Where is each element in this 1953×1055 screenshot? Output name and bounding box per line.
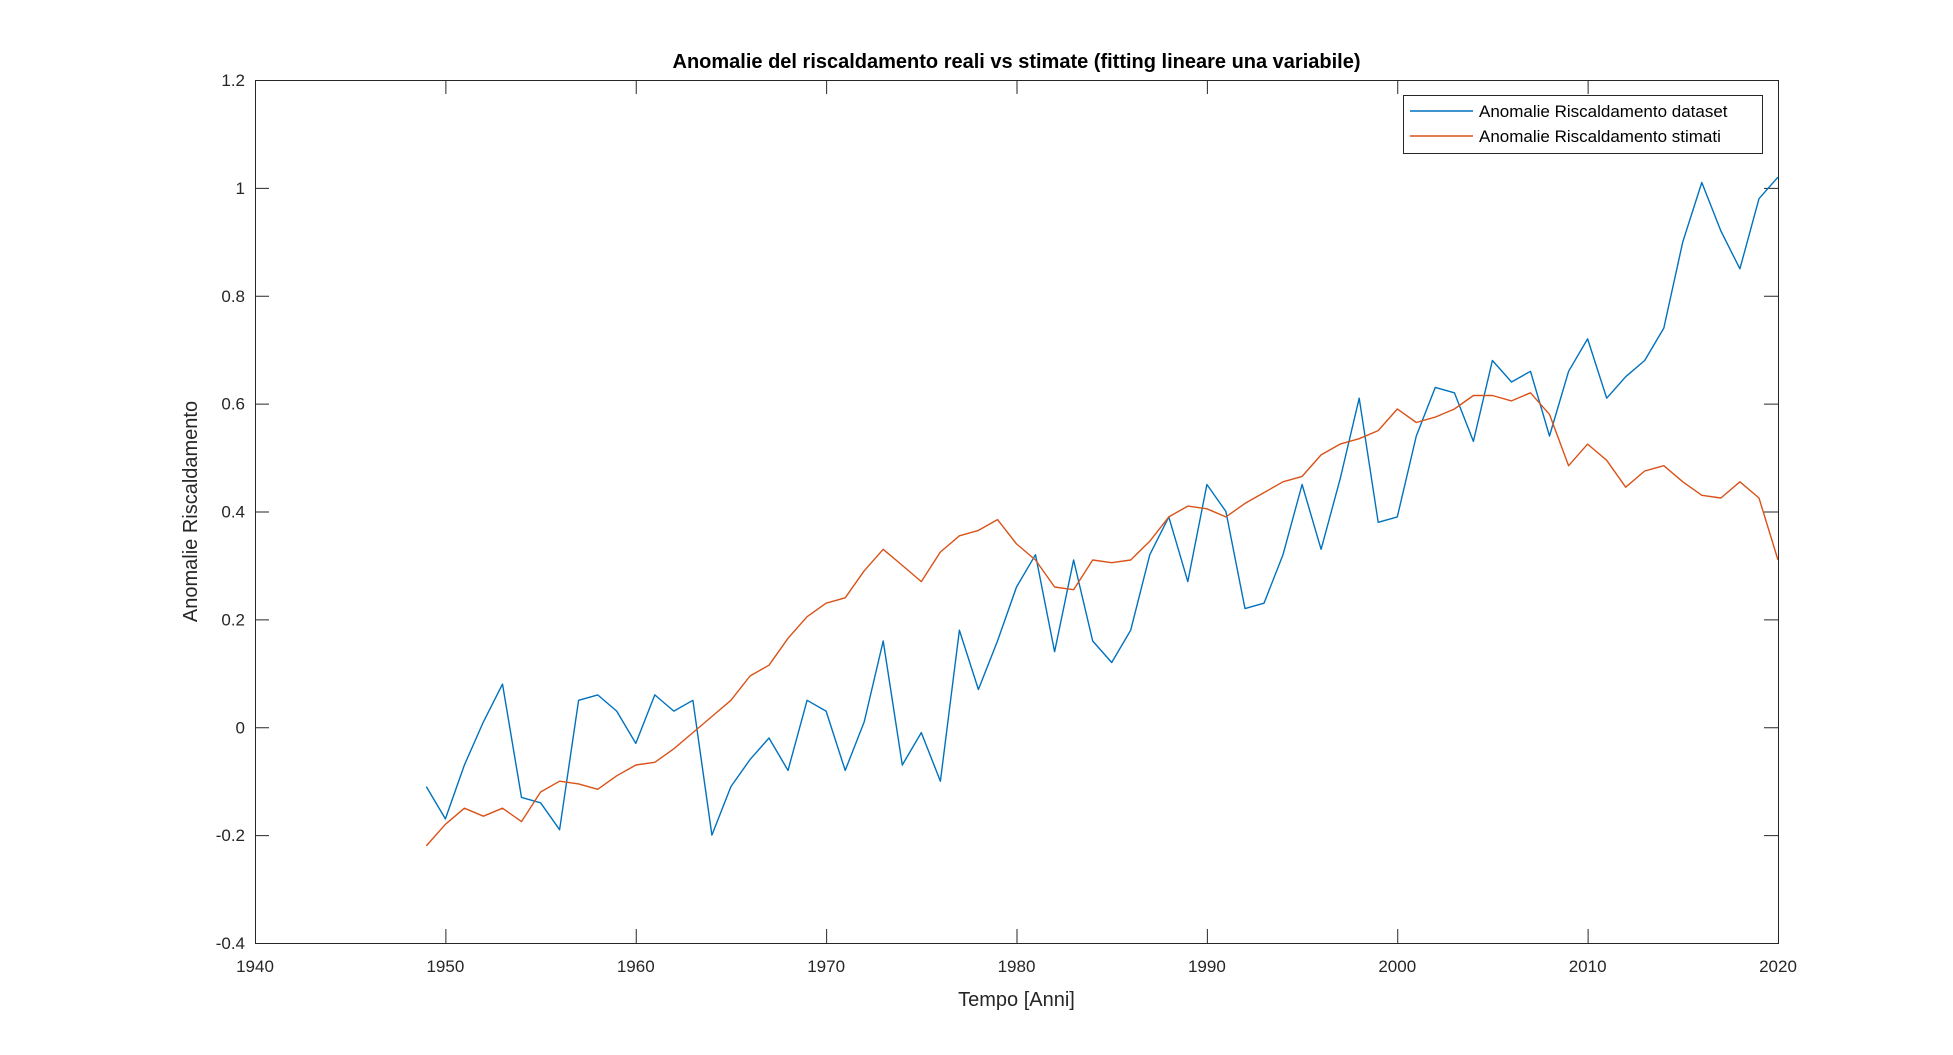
series-line-estimated	[425, 392, 1779, 847]
x-axis-label: Tempo [Anni]	[958, 989, 1075, 1011]
y-tick-label: 0.2	[221, 610, 245, 629]
y-tick-label: -0.2	[216, 826, 245, 845]
x-tick-label: 1940	[236, 957, 274, 976]
legend: Anomalie Riscaldamento dataset Anomalie R…	[1403, 95, 1763, 154]
x-tick-label: 2020	[1759, 957, 1797, 976]
series-line-dataset	[425, 176, 1779, 836]
series-layer	[425, 176, 1779, 847]
x-tick-label: 2000	[1378, 957, 1416, 976]
y-axis-label: Anomalie Riscaldamento	[180, 401, 202, 622]
legend-entry: Anomalie Riscaldamento stimati	[1479, 127, 1721, 146]
x-tick-label: 1990	[1188, 957, 1226, 976]
x-tick-label: 1970	[807, 957, 845, 976]
axis-ticks: 1940 1950 1960 1970 1980 1990 2000 2010 2020 -0.4…	[216, 71, 1797, 976]
y-tick-label: 1.2	[221, 71, 245, 90]
x-tick-label: 2010	[1569, 957, 1607, 976]
y-tick-label: 0	[236, 718, 245, 737]
y-tick-label: -0.4	[216, 934, 245, 953]
y-tick-label: 1	[236, 179, 245, 198]
legend-entry: Anomalie Riscaldamento dataset	[1479, 102, 1728, 121]
y-tick-label: 0.4	[221, 503, 245, 522]
y-tick-label: 0.8	[221, 287, 245, 306]
x-tick-label: 1950	[426, 957, 464, 976]
plot-area	[255, 80, 1778, 943]
x-tick-label: 1960	[617, 957, 655, 976]
x-tick-label: 1980	[998, 957, 1036, 976]
y-tick-label: 0.6	[221, 395, 245, 414]
legend-box	[1403, 95, 1763, 154]
chart-title: Anomalie del riscaldamento reali vs stim…	[673, 51, 1361, 73]
plot-frame	[255, 80, 1779, 944]
